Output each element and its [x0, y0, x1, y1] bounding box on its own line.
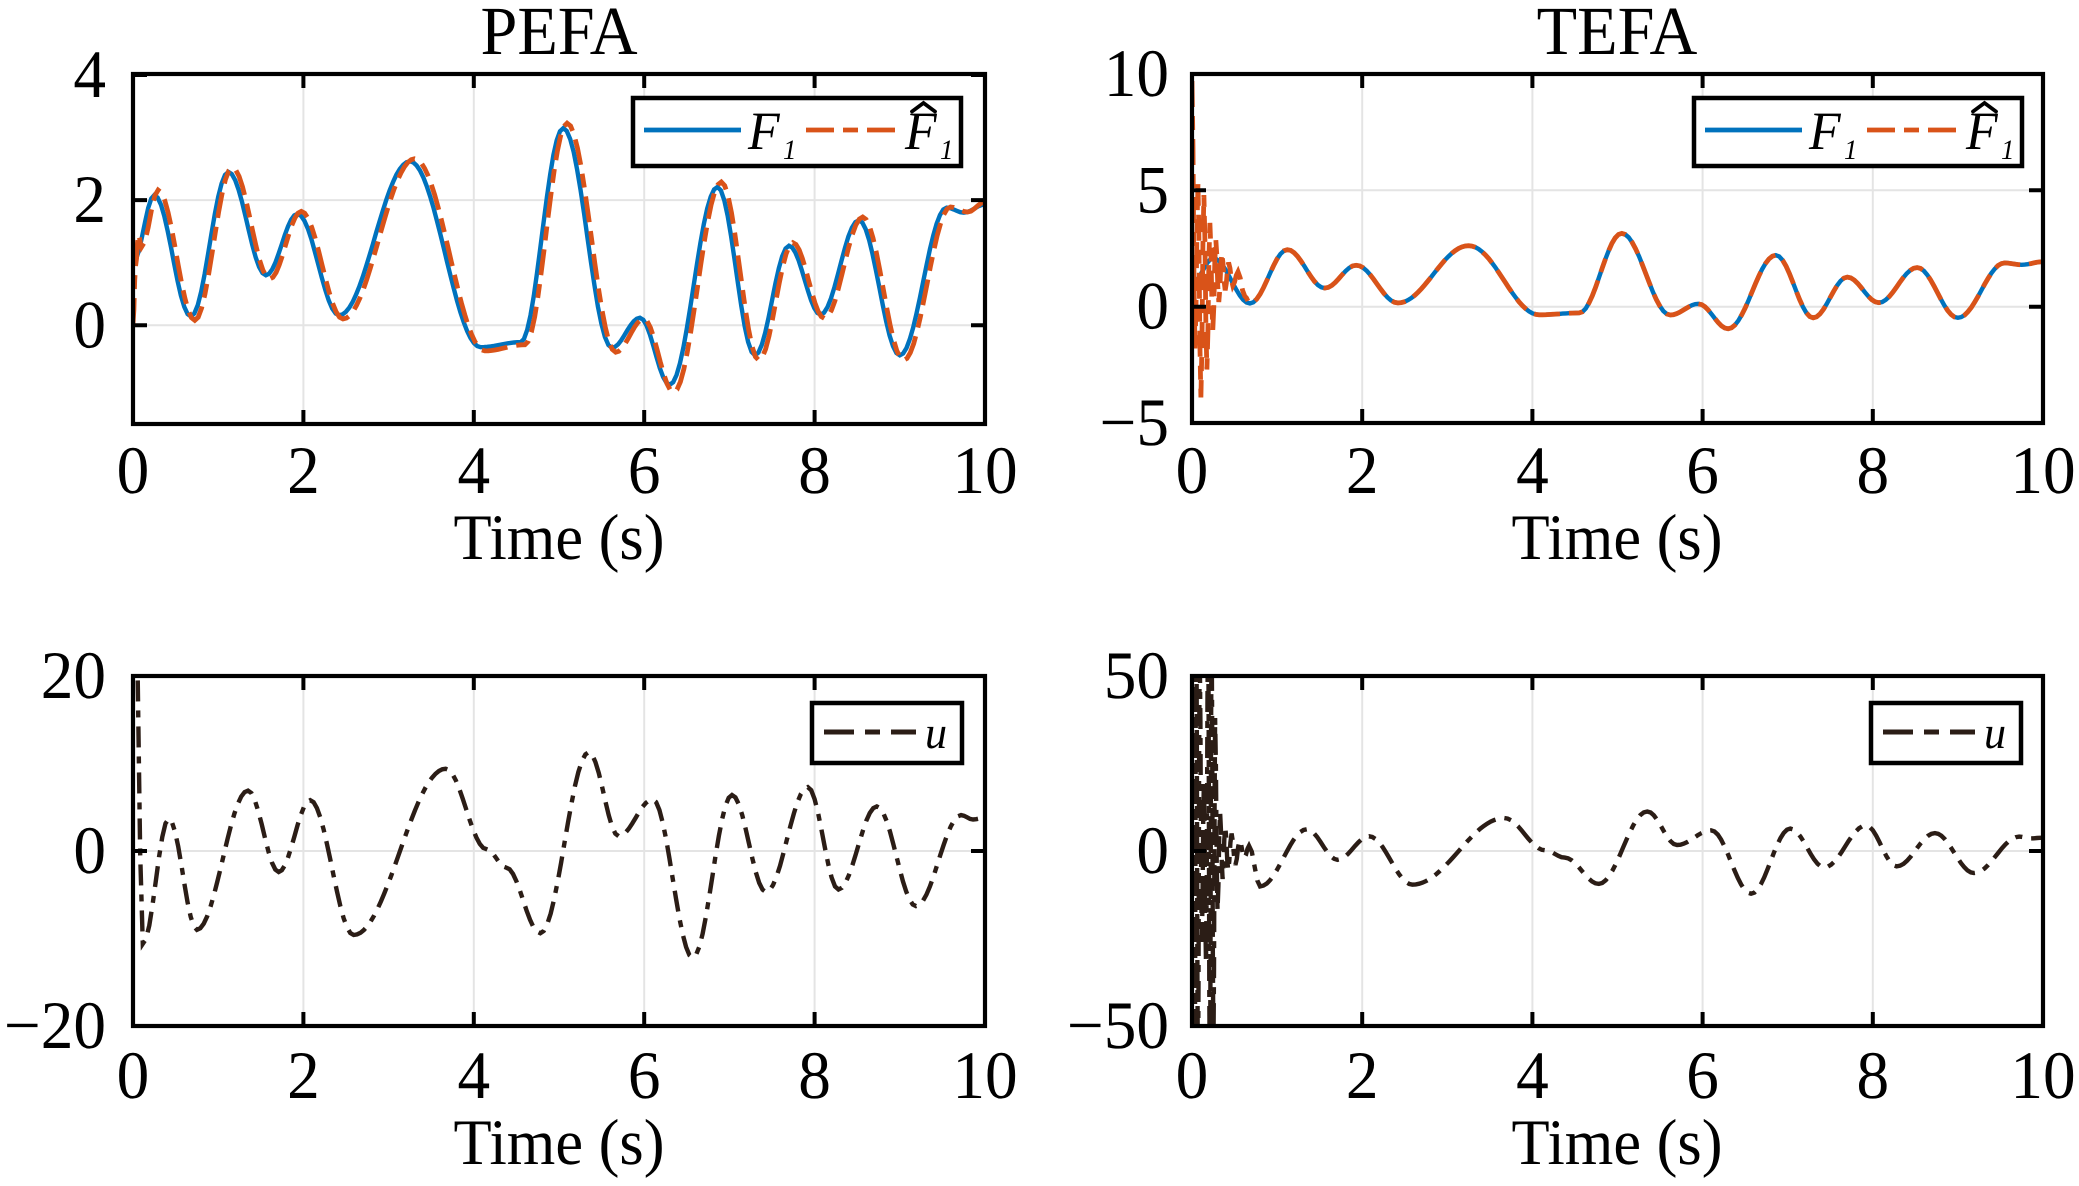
- svg-text:0: 0: [117, 432, 150, 508]
- svg-text:8: 8: [1856, 432, 1889, 508]
- svg-text:TEFA: TEFA: [1537, 0, 1698, 69]
- svg-text:5: 5: [1136, 151, 1169, 227]
- svg-text:6: 6: [628, 432, 661, 508]
- svg-text:−20: −20: [4, 987, 106, 1063]
- svg-text:4: 4: [457, 1037, 490, 1113]
- svg-text:10: 10: [2010, 1037, 2075, 1113]
- svg-text:10: 10: [952, 1037, 1017, 1113]
- svg-text:Time (s): Time (s): [454, 1107, 665, 1179]
- svg-text:8: 8: [798, 432, 831, 508]
- svg-text:2: 2: [1346, 432, 1379, 508]
- svg-text:6: 6: [1686, 1037, 1719, 1113]
- svg-text:20: 20: [41, 637, 106, 713]
- svg-text:10: 10: [952, 432, 1017, 508]
- svg-text:0: 0: [117, 1037, 150, 1113]
- svg-text:6: 6: [1686, 432, 1719, 508]
- svg-text:10: 10: [2010, 432, 2075, 508]
- svg-text:4: 4: [73, 36, 106, 112]
- svg-text:2: 2: [287, 1037, 320, 1113]
- svg-text:8: 8: [1856, 1037, 1889, 1113]
- svg-text:Time (s): Time (s): [1512, 502, 1723, 574]
- svg-text:0: 0: [1176, 432, 1209, 508]
- svg-text:0: 0: [73, 812, 106, 888]
- svg-text:4: 4: [1516, 1037, 1549, 1113]
- svg-text:−5: −5: [1100, 384, 1169, 460]
- svg-text:8: 8: [798, 1037, 831, 1113]
- svg-text:2: 2: [73, 161, 106, 237]
- svg-text:Time (s): Time (s): [454, 502, 665, 574]
- svg-text:−50: −50: [1067, 987, 1169, 1063]
- svg-text:0: 0: [1176, 1037, 1209, 1113]
- svg-text:4: 4: [1516, 432, 1549, 508]
- svg-text:2: 2: [287, 432, 320, 508]
- svg-text:2: 2: [1346, 1037, 1379, 1113]
- svg-text:0: 0: [1136, 812, 1169, 888]
- svg-text:0: 0: [73, 286, 106, 362]
- svg-text:6: 6: [628, 1037, 661, 1113]
- svg-text:0: 0: [1136, 268, 1169, 344]
- svg-text:PEFA: PEFA: [480, 0, 637, 69]
- svg-text:Time (s): Time (s): [1512, 1107, 1723, 1179]
- svg-text:4: 4: [457, 432, 490, 508]
- svg-text:10: 10: [1104, 35, 1169, 111]
- svg-text:50: 50: [1104, 637, 1169, 713]
